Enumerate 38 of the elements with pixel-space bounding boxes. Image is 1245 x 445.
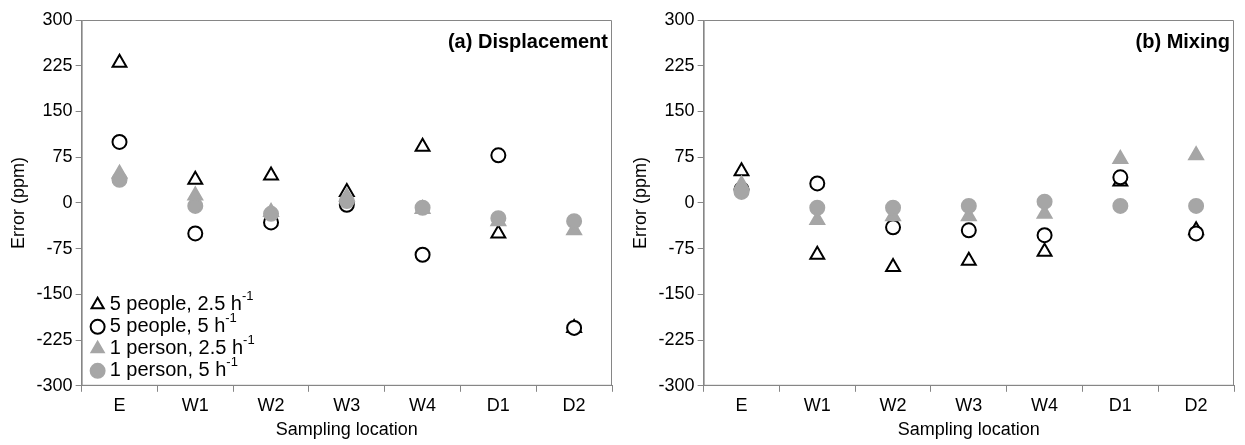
x-tick-label: W1 (803, 394, 831, 415)
x-tick-label: W4 (409, 394, 437, 415)
x-axis-title: Sampling location (275, 419, 418, 440)
y-tick-label: -75 (46, 237, 73, 258)
x-axis-title: Sampling location (897, 419, 1040, 440)
text: (b) Mixing (1135, 29, 1230, 52)
x-tick-label: W3 (955, 394, 983, 415)
x-tick-label: W2 (879, 394, 907, 415)
y-tick-label: -150 (36, 283, 73, 304)
x-tick-label: D2 (562, 394, 586, 415)
y-tick-label: -75 (668, 237, 695, 258)
x-tick-label: D2 (1184, 394, 1208, 415)
x-tick-label: D1 (1108, 394, 1132, 415)
y-tick-label: -150 (658, 283, 695, 304)
y-tick-label: 0 (684, 191, 695, 212)
x-tick-label: W2 (257, 394, 285, 415)
y-tick-label: -300 (36, 374, 73, 395)
x-tick-label: D1 (486, 394, 510, 415)
y-tick-label: -225 (36, 329, 73, 350)
x-tick-label: E (113, 394, 126, 415)
x-tick-label: W3 (333, 394, 361, 415)
y-tick-label: -300 (658, 374, 695, 395)
x-tick-label: W4 (1031, 394, 1059, 415)
y-axis-title: Error (ppm) (7, 156, 28, 249)
y-axis-title: Error (ppm) (629, 156, 650, 249)
y-tick-label: 150 (42, 100, 73, 121)
y-tick-label: 225 (42, 54, 73, 75)
y-tick-label: 75 (52, 146, 73, 167)
x-tick-label: E (735, 394, 748, 415)
y-tick-label: 150 (664, 100, 695, 121)
y-tick-label: 75 (674, 146, 695, 167)
y-tick-label: -225 (658, 329, 695, 350)
y-tick-label: 0 (62, 191, 73, 212)
y-tick-label: 225 (664, 54, 695, 75)
x-tick-label: W1 (181, 394, 209, 415)
y-tick-label: 300 (664, 8, 695, 29)
text: (a) Displacement (447, 29, 609, 52)
y-tick-label: 300 (42, 8, 73, 29)
